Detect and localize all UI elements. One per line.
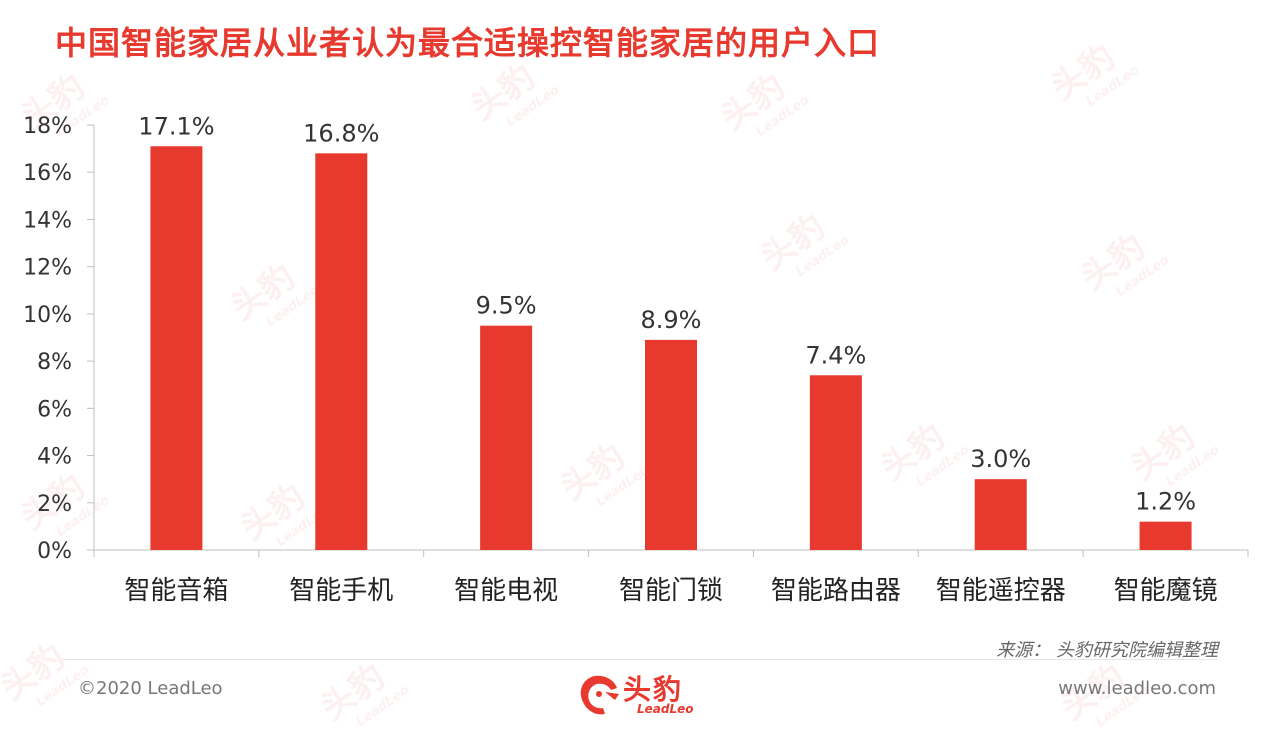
website-link[interactable]: www.leadleo.com: [1058, 678, 1216, 699]
y-tick-label: 6%: [37, 397, 72, 422]
y-tick-label: 18%: [23, 114, 72, 139]
watermark-mark: 头豹 LeadLeo: [313, 656, 413, 731]
category-label: 智能路由器: [771, 576, 901, 606]
source-note: 来源： 头豹研究院编辑整理: [996, 640, 1218, 661]
y-tick-label: 2%: [37, 492, 72, 517]
category-label: 智能魔镜: [1114, 576, 1218, 606]
data-label: 16.8%: [303, 119, 379, 147]
leopard-icon: [580, 675, 619, 715]
y-tick-label: 4%: [37, 445, 72, 470]
category-label: 智能遥控器: [936, 576, 1066, 606]
y-tick-label: 16%: [23, 161, 72, 186]
bar: [809, 375, 862, 550]
y-tick-label: 14%: [23, 208, 72, 233]
bar-chart: 0% 2% 4% 6% 8% 10% 12% 14% 16% 18% 17.1% 智能音箱 16.8% 智…: [23, 112, 1249, 606]
footer-divider: [62, 659, 1218, 660]
category-label: 智能音箱: [124, 576, 228, 606]
data-label: 9.5%: [476, 292, 537, 320]
bar: [1139, 521, 1192, 550]
bar: [150, 146, 203, 550]
data-label: 17.1%: [138, 112, 214, 140]
copyright-text: ©2020 LeadLeo: [78, 678, 223, 699]
leadleo-logo: 头豹 LeadLeo: [575, 664, 705, 720]
data-label: 3.0%: [970, 445, 1031, 473]
y-tick-label: 0%: [37, 539, 72, 564]
y-tick-label: 8%: [37, 350, 72, 375]
category-label: 智能电视: [454, 576, 558, 606]
data-label: 8.9%: [641, 306, 702, 334]
y-tick-label: 10%: [23, 303, 72, 328]
bar: [315, 153, 368, 551]
data-label: 1.2%: [1135, 488, 1196, 516]
data-label: 7.4%: [805, 341, 866, 369]
bar: [645, 339, 697, 550]
logo-subtext: LeadLeo: [637, 702, 694, 716]
bar: [480, 325, 533, 550]
watermark-mark: 头豹 LeadLeo: [0, 636, 93, 711]
y-tick-label: 12%: [23, 256, 72, 281]
chart-title: 中国智能家居从业者认为最合适操控智能家居的用户入口: [55, 24, 881, 62]
logo-text: 头豹: [623, 673, 684, 706]
bar: [974, 479, 1027, 550]
category-label: 智能门锁: [619, 576, 723, 606]
category-label: 智能手机: [289, 576, 393, 606]
